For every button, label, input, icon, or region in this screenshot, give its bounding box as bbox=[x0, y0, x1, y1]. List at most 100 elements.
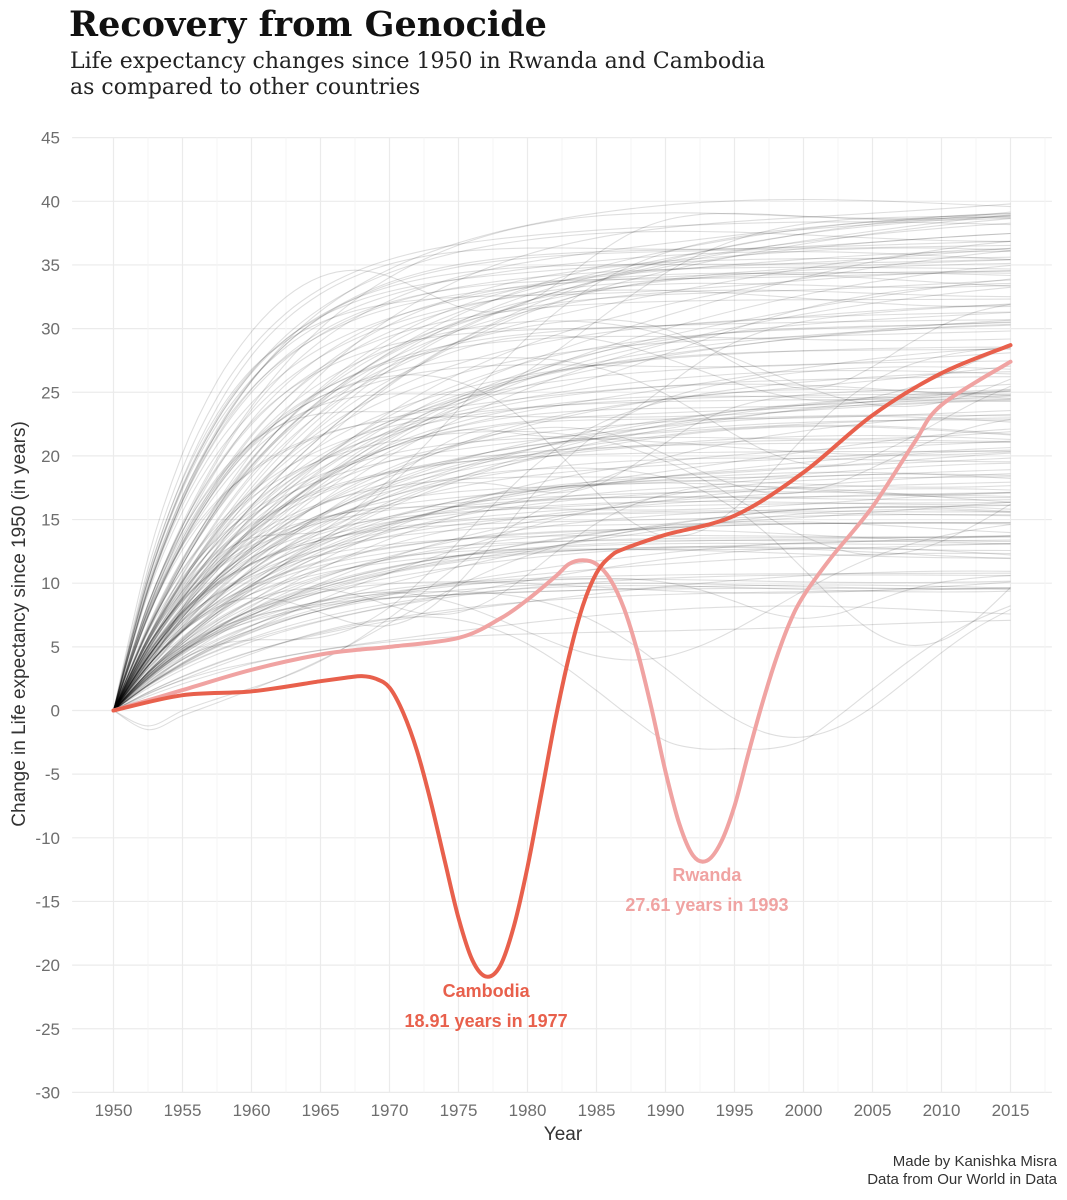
country-line bbox=[113, 581, 1011, 711]
x-tick-label: 2015 bbox=[992, 1101, 1030, 1120]
country-line bbox=[113, 535, 1011, 711]
subtitle-line-1: Life expectancy changes since 1950 in Rw… bbox=[70, 49, 766, 74]
country-line bbox=[113, 319, 1011, 711]
y-tick-label: 35 bbox=[41, 256, 60, 275]
country-line bbox=[113, 542, 1011, 711]
country-line bbox=[112, 270, 1011, 711]
rwanda-annotation-value: 27.61 years in 1993 bbox=[625, 895, 788, 915]
country-line bbox=[112, 352, 1011, 711]
country-line bbox=[112, 303, 1011, 711]
country-line bbox=[113, 471, 1011, 711]
country-line bbox=[112, 272, 1011, 711]
country-line bbox=[112, 244, 1011, 711]
x-tick-label: 1980 bbox=[509, 1101, 547, 1120]
country-line bbox=[113, 473, 1011, 711]
country-line bbox=[112, 383, 1011, 711]
cambodia-annotation-name: Cambodia bbox=[443, 981, 531, 1001]
country-line bbox=[113, 232, 1011, 711]
country-line bbox=[113, 587, 1011, 711]
country-line bbox=[113, 311, 1011, 711]
country-line bbox=[113, 450, 1011, 711]
country-line bbox=[113, 215, 1011, 711]
country-line bbox=[113, 415, 1011, 711]
country-line bbox=[113, 467, 1011, 711]
y-tick-label: -25 bbox=[35, 1020, 60, 1039]
country-line bbox=[113, 535, 1011, 711]
country-line bbox=[112, 258, 1011, 711]
country-line bbox=[113, 491, 1011, 711]
x-tick-label: 1950 bbox=[95, 1101, 133, 1120]
country-line bbox=[113, 434, 1011, 711]
country-line bbox=[113, 278, 1011, 711]
country-line bbox=[113, 510, 1011, 711]
y-tick-label: 0 bbox=[51, 702, 60, 721]
country-line bbox=[113, 522, 1011, 711]
country-line bbox=[113, 488, 1011, 711]
country-line bbox=[113, 365, 1011, 711]
country-line bbox=[113, 462, 1011, 711]
country-line bbox=[113, 218, 1011, 711]
country-line bbox=[113, 410, 1011, 711]
x-axis-title: Year bbox=[544, 1124, 583, 1145]
country-line bbox=[113, 501, 1011, 731]
country-line bbox=[113, 383, 1011, 711]
country-line bbox=[113, 584, 1011, 711]
y-tick-label: 40 bbox=[41, 192, 60, 211]
caption-source: Data from Our World in Data bbox=[867, 1171, 1057, 1188]
country-line bbox=[112, 221, 1011, 711]
country-line bbox=[113, 582, 1011, 711]
country-line bbox=[113, 585, 1011, 711]
country-line bbox=[113, 348, 1011, 711]
country-line bbox=[113, 211, 1011, 711]
x-tick-label: 1970 bbox=[371, 1101, 409, 1120]
y-tick-label: -5 bbox=[45, 765, 60, 784]
country-line bbox=[112, 212, 1011, 711]
country-line bbox=[113, 214, 1011, 711]
country-line bbox=[112, 335, 1011, 711]
rwanda-annotation-name: Rwanda bbox=[672, 865, 742, 885]
country-line bbox=[113, 439, 1011, 711]
country-line bbox=[112, 400, 1011, 711]
country-line bbox=[112, 398, 1011, 711]
caption: Made by Kanishka Misra Data from Our Wor… bbox=[867, 1153, 1057, 1189]
country-line bbox=[112, 212, 1011, 711]
x-tick-label: 1975 bbox=[440, 1101, 478, 1120]
country-line bbox=[113, 398, 1011, 711]
country-line bbox=[113, 534, 1011, 711]
country-line bbox=[113, 457, 1011, 711]
country-line bbox=[113, 476, 1011, 711]
country-line bbox=[113, 428, 1011, 711]
country-line bbox=[113, 521, 1011, 711]
country-line bbox=[112, 282, 1011, 711]
country-line bbox=[113, 513, 1011, 711]
country-line bbox=[113, 323, 1011, 711]
country-line bbox=[112, 262, 1011, 711]
country-line bbox=[113, 213, 1011, 711]
country-line bbox=[113, 500, 1011, 711]
country-line bbox=[113, 482, 1011, 711]
country-line bbox=[112, 437, 1011, 711]
x-tick-label: 1985 bbox=[578, 1101, 616, 1120]
country-line bbox=[112, 256, 1011, 711]
x-tick-label: 1965 bbox=[302, 1101, 340, 1120]
y-tick-label: -20 bbox=[35, 956, 60, 975]
country-line bbox=[113, 570, 1011, 711]
country-line bbox=[113, 481, 1011, 711]
country-line bbox=[113, 376, 1011, 711]
country-line bbox=[113, 469, 1011, 711]
x-tick-label: 1955 bbox=[164, 1101, 202, 1120]
country-line bbox=[113, 539, 1011, 711]
cambodia-annotation-value: 18.91 years in 1977 bbox=[405, 1011, 568, 1031]
chart-subtitle: Life expectancy changes since 1950 in Rw… bbox=[70, 49, 765, 101]
country-line bbox=[112, 282, 1011, 711]
country-line bbox=[113, 505, 1011, 711]
country-line bbox=[112, 320, 1011, 711]
country-line bbox=[112, 270, 1011, 711]
country-line bbox=[113, 393, 1011, 711]
country-line bbox=[113, 264, 1011, 711]
y-tick-label: -30 bbox=[35, 1083, 60, 1102]
country-line bbox=[112, 247, 1011, 711]
country-line bbox=[112, 203, 1011, 711]
x-tick-label: 2010 bbox=[923, 1101, 961, 1120]
country-line bbox=[113, 540, 1011, 711]
